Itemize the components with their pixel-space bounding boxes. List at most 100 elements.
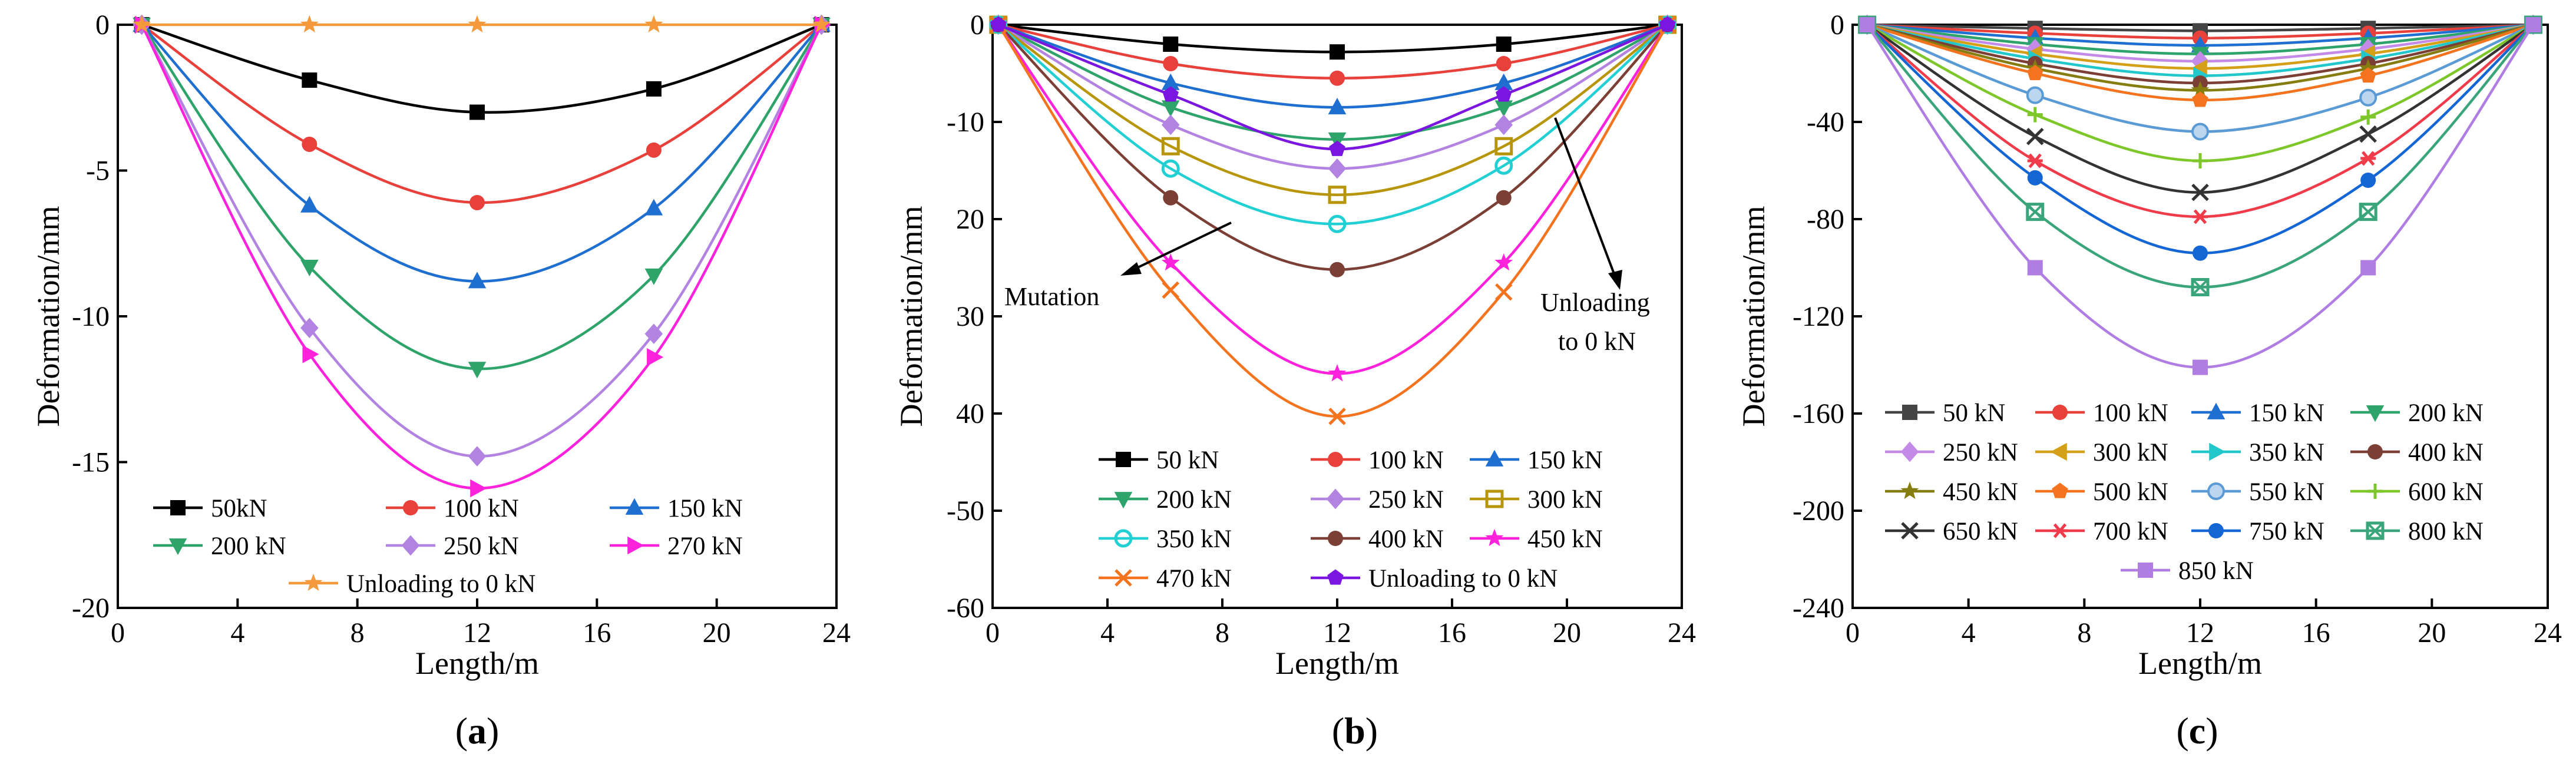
annotation-arrowhead bbox=[1608, 270, 1622, 290]
legend-item: 150 kN bbox=[610, 495, 743, 522]
legend-marker bbox=[625, 498, 644, 515]
data-point bbox=[2193, 359, 2208, 375]
legend-label: 700 kN bbox=[2093, 518, 2168, 545]
data-point bbox=[2191, 183, 2209, 201]
legend-label: 450 kN bbox=[1527, 525, 1603, 553]
legend-item: 100 kN bbox=[1311, 446, 1444, 474]
annotation-to-zero: to 0 kN bbox=[1558, 327, 1636, 356]
chart-panel-b: 0 4 8 12 16 20 24 0 -10 20 30 40 -50 -60 Length/m Defor… bbox=[894, 9, 1696, 752]
legend-item: 800 kN bbox=[2350, 518, 2484, 545]
legend-marker bbox=[403, 500, 418, 515]
y-tick-label: -10 bbox=[72, 301, 110, 332]
data-point bbox=[646, 142, 662, 158]
data-point bbox=[644, 323, 663, 345]
legend-label: 750 kN bbox=[2249, 518, 2324, 545]
data-point bbox=[812, 15, 831, 33]
legend-marker bbox=[2052, 482, 2068, 498]
data-point bbox=[644, 268, 663, 285]
y-tick-label: -240 bbox=[1793, 593, 1844, 624]
chart-panel-a: 0 4 8 12 16 20 24 0 -5 -10 -15 -20 Length/m Deformati… bbox=[31, 9, 851, 752]
data-point bbox=[1496, 56, 1512, 71]
legend-label: 450 kN bbox=[1943, 478, 2018, 506]
legend-label: 350 kN bbox=[2249, 439, 2324, 467]
data-point bbox=[2026, 86, 2044, 104]
legend-label: 250 kN bbox=[1943, 439, 2018, 467]
data-point bbox=[470, 479, 487, 498]
legend-item: 450 kN bbox=[1885, 478, 2018, 506]
legend-marker bbox=[1328, 452, 1343, 467]
legend-label: 200 kN bbox=[1156, 486, 1232, 514]
legend-marker bbox=[1115, 569, 1132, 587]
legend-marker bbox=[2138, 563, 2153, 578]
data-point bbox=[2360, 173, 2376, 188]
legend-item: 550 kN bbox=[2191, 478, 2324, 506]
data-point bbox=[2193, 245, 2208, 261]
data-point bbox=[2027, 65, 2043, 81]
y-tick-label: 0 bbox=[1830, 9, 1844, 41]
legend-marker bbox=[1327, 569, 1344, 585]
x-tick-label: 16 bbox=[583, 617, 611, 649]
y-axis-label: Deformation/mm bbox=[1736, 206, 1771, 427]
data-point bbox=[2026, 127, 2044, 145]
data-point bbox=[1330, 44, 1345, 60]
legend-marker bbox=[1328, 531, 1343, 546]
data-point bbox=[2026, 203, 2045, 221]
x-tick-label: 0 bbox=[986, 617, 1000, 649]
data-point bbox=[300, 15, 319, 33]
legend-label: 400 kN bbox=[2408, 439, 2484, 467]
series-line-350-kn bbox=[997, 24, 1669, 226]
legend-item: 650 kN bbox=[1885, 518, 2018, 545]
data-point bbox=[1161, 253, 1180, 271]
legend-marker bbox=[1900, 441, 1919, 462]
subfigure-letter: b bbox=[1344, 710, 1365, 752]
x-tick-label: 12 bbox=[1323, 617, 1351, 649]
data-point bbox=[1328, 364, 1347, 382]
data-point bbox=[1161, 73, 1180, 90]
legend-marker bbox=[1485, 449, 1504, 467]
chart-panel-c: 0 4 8 12 16 20 24 0 -40 -80 -120 -160 -200 -240 Length… bbox=[1736, 9, 2562, 752]
x-tick-label: 12 bbox=[463, 617, 491, 649]
legend-item: Unloading to 0 kN bbox=[1311, 565, 1557, 593]
y-tick-label: -160 bbox=[1793, 398, 1844, 429]
data-point bbox=[644, 199, 663, 216]
data-point bbox=[1494, 156, 1513, 175]
data-point bbox=[1494, 283, 1513, 301]
y-tick-label: -200 bbox=[1793, 495, 1844, 527]
series-line-50kn bbox=[141, 23, 822, 114]
data-point bbox=[1330, 70, 1345, 86]
data-point bbox=[1163, 56, 1179, 71]
legend-marker bbox=[401, 535, 420, 556]
data-point bbox=[2525, 17, 2541, 32]
data-point bbox=[300, 196, 319, 213]
x-tick-label: 24 bbox=[822, 617, 851, 649]
data-point bbox=[2360, 151, 2376, 166]
legend-marker bbox=[1485, 528, 1504, 547]
data-point bbox=[1494, 114, 1513, 135]
y-tick-label: 40 bbox=[956, 398, 984, 429]
legend-item: 200 kN bbox=[1099, 486, 1232, 514]
data-point bbox=[1496, 190, 1512, 206]
data-point bbox=[1496, 86, 1512, 102]
y-tick-label: 0 bbox=[970, 9, 984, 41]
legend-marker bbox=[1902, 405, 1917, 420]
legend-label: 600 kN bbox=[2408, 478, 2484, 506]
x-axis-label: Length/m bbox=[415, 646, 539, 681]
legend-label: 200 kN bbox=[2408, 399, 2484, 427]
data-point bbox=[133, 15, 151, 33]
x-tick-label: 4 bbox=[1962, 617, 1976, 649]
y-tick-label: -40 bbox=[1807, 107, 1844, 138]
data-point bbox=[300, 317, 319, 339]
legend-marker bbox=[2367, 484, 2383, 499]
subfigure-caption: (b) bbox=[1332, 710, 1378, 752]
legend-marker bbox=[2052, 523, 2068, 538]
data-point bbox=[1161, 114, 1180, 135]
x-tick-label: 12 bbox=[2186, 617, 2214, 649]
legend-marker bbox=[2367, 444, 2383, 459]
data-point bbox=[1494, 137, 1513, 156]
data-point bbox=[2191, 81, 2210, 98]
legend-label: 500 kN bbox=[2093, 478, 2168, 506]
x-axis-label: Length/m bbox=[1275, 646, 1399, 681]
data-point bbox=[1494, 100, 1513, 117]
annotation-mutation: Mutation bbox=[1004, 282, 1099, 311]
legend-item: 400 kN bbox=[2350, 439, 2484, 467]
